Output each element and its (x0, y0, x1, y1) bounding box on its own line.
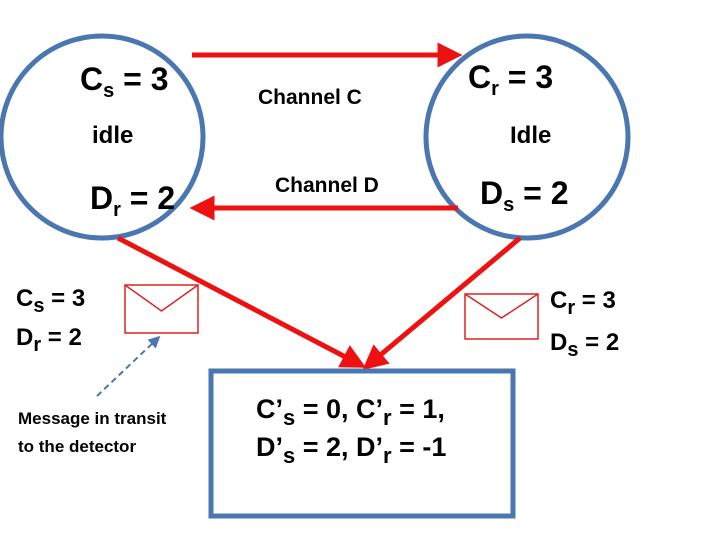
right-message-c: Cr = 3 (550, 287, 616, 319)
receiver-state-label: Idle (510, 122, 551, 149)
sender-d-label: Dr = 2 (90, 180, 175, 221)
sender-c-label: Cs = 3 (80, 61, 169, 102)
right-message-d: Ds = 2 (550, 329, 619, 361)
envelope-icon (124, 284, 199, 334)
sender-state-label: idle (92, 122, 133, 149)
receiver-d-label: Ds = 2 (480, 175, 569, 216)
envelope-icon (464, 293, 539, 340)
sender-to-detector-arrow (116, 235, 367, 368)
detector-line-2: D’s = 2, D’r = -1 (256, 432, 446, 468)
receiver-c-label: Cr = 3 (468, 59, 553, 100)
left-message-c: Cs = 3 (16, 285, 85, 317)
note-line-1: Message in transit (18, 409, 167, 428)
channel-c-label: Channel C (258, 86, 362, 109)
note-line-2: to the detector (18, 437, 136, 456)
detector-line-1: C’s = 0, C’r = 1, (256, 394, 445, 430)
detector-box (208, 368, 516, 519)
sender-node (0, 33, 206, 241)
receiver-to-detector-arrow (362, 236, 522, 371)
note-pointer-arrow (96, 335, 161, 397)
receiver-node (423, 33, 631, 241)
channel-d-label: Channel D (275, 174, 379, 197)
left-message-d: Dr = 2 (16, 324, 82, 356)
